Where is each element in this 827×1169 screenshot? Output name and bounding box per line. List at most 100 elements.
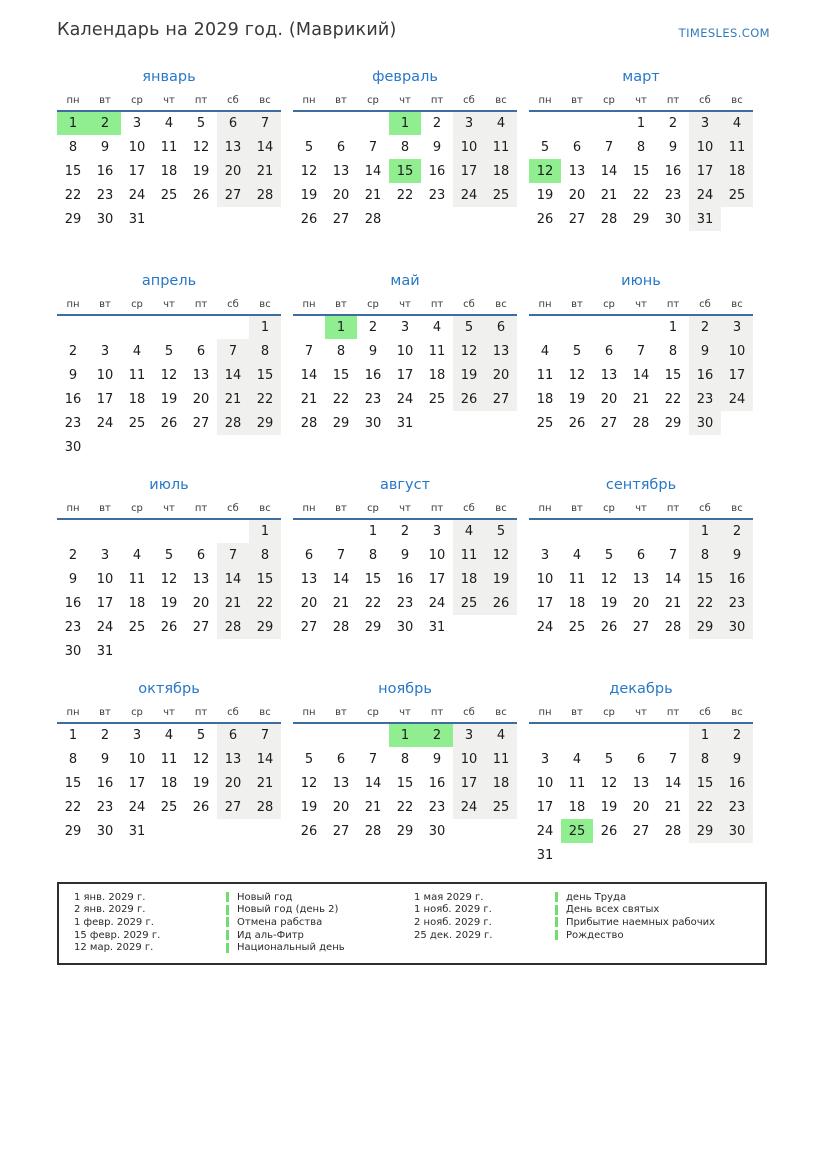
day-cell: 10 xyxy=(536,571,554,587)
legend-holiday-name: Национальный день xyxy=(237,942,345,954)
weekday-header: пн xyxy=(57,294,89,316)
day-cell: 30 xyxy=(364,415,382,431)
day-cell: 14 xyxy=(300,367,318,383)
empty-cell xyxy=(217,315,249,339)
weekday-header-row: пн вт ср чт пт сб вс xyxy=(529,702,753,724)
weekday-header-row: пн вт ср чт пт сб вс xyxy=(57,498,281,520)
day-cell: 18 xyxy=(128,595,146,611)
weekday-header: ср xyxy=(357,498,389,520)
day-cell: 3 xyxy=(432,524,442,539)
day-cell: 11 xyxy=(453,543,485,567)
day-cell: 6 xyxy=(604,343,614,359)
weekday-header: чт xyxy=(153,90,185,112)
day-cell: 12 xyxy=(485,543,517,567)
day-cell: 2 xyxy=(721,723,753,747)
month-block: апрель пн вт ср чт пт сб вс 1 2 3 4 5 6 7 8 9 10 11 12 13 1… xyxy=(57,271,281,459)
empty-cell xyxy=(217,639,249,663)
legend-holiday: Отмена рабства xyxy=(226,917,414,928)
weekday-header: чт xyxy=(389,498,421,520)
day-cell: 6 xyxy=(217,723,249,747)
empty-cell xyxy=(721,207,753,231)
legend-date: 2 нояб. 2029 г. xyxy=(414,916,492,928)
weekday-header: вт xyxy=(89,702,121,724)
week-row: 8 9 10 11 12 13 14 xyxy=(57,135,281,159)
weekday-header: вс xyxy=(249,498,281,520)
day-cell: 27 xyxy=(600,415,618,431)
day-cell: 26 xyxy=(536,211,554,227)
day-cell: 25 xyxy=(485,795,517,819)
site-link[interactable]: TIMESLES.COM xyxy=(678,26,770,40)
empty-cell xyxy=(453,207,485,231)
legend-holiday-name: Отмена рабства xyxy=(237,916,323,928)
holiday-day-cell: 1 xyxy=(325,315,357,339)
month-block: январь пн вт ср чт пт сб вс 1 2 3 4 5 6 7 8 9 10 11 12 13 1… xyxy=(57,67,281,255)
empty-cell xyxy=(153,435,185,459)
day-cell: 4 xyxy=(453,519,485,543)
month-title: июнь xyxy=(621,273,661,289)
day-cell: 26 xyxy=(600,823,618,839)
holiday-marker-icon xyxy=(226,942,229,953)
day-cell: 7 xyxy=(336,547,346,563)
empty-cell xyxy=(357,111,389,135)
day-cell: 11 xyxy=(568,571,586,587)
weekday-header: сб xyxy=(453,90,485,112)
week-row: 9 10 11 12 13 14 15 xyxy=(57,363,281,387)
day-cell: 28 xyxy=(664,823,682,839)
weekday-header: вт xyxy=(325,90,357,112)
day-cell: 9 xyxy=(432,139,442,155)
empty-cell xyxy=(185,435,217,459)
legend-holiday-name: Новый год xyxy=(237,891,293,903)
day-cell: 5 xyxy=(572,343,582,359)
empty-cell xyxy=(325,723,357,747)
month-table: пн вт ср чт пт сб вс 1 2 3 4 5 6 7 8 9 10 11 12 13 14 15 16 17… xyxy=(57,90,281,231)
day-cell: 12 xyxy=(300,775,318,791)
day-cell: 8 xyxy=(368,547,378,563)
day-cell: 21 xyxy=(600,187,618,203)
day-cell: 13 xyxy=(600,367,618,383)
day-cell: 4 xyxy=(572,547,582,563)
day-cell: 13 xyxy=(217,135,249,159)
weekday-header: пт xyxy=(657,90,689,112)
weekday-header: пн xyxy=(57,498,89,520)
day-cell: 11 xyxy=(128,367,146,383)
day-cell: 30 xyxy=(664,211,682,227)
day-cell: 12 xyxy=(600,775,618,791)
day-cell: 10 xyxy=(96,571,114,587)
day-cell: 29 xyxy=(664,415,682,431)
day-cell: 24 xyxy=(128,799,146,815)
weekday-header: сб xyxy=(453,498,485,520)
weekday-header: пт xyxy=(185,294,217,316)
day-cell: 20 xyxy=(192,595,210,611)
empty-cell xyxy=(185,519,217,543)
empty-cell xyxy=(217,819,249,843)
legend-row: 2 нояб. 2029 г. Прибытие наемных рабочих xyxy=(414,916,755,929)
empty-cell xyxy=(561,519,593,543)
weekday-header: пн xyxy=(529,498,561,520)
day-cell: 17 xyxy=(428,571,446,587)
day-cell: 6 xyxy=(196,343,206,359)
weekday-header: сб xyxy=(217,498,249,520)
weekday-header: ср xyxy=(121,90,153,112)
legend-row: 25 дек. 2029 г. Рождество xyxy=(414,929,755,942)
legend-holiday: День всех святых xyxy=(555,904,755,915)
day-cell: 20 xyxy=(300,595,318,611)
weekday-header: пт xyxy=(421,90,453,112)
day-cell: 5 xyxy=(196,116,206,131)
day-cell: 26 xyxy=(160,619,178,635)
day-cell: 29 xyxy=(64,211,82,227)
legend-holiday: Ид аль-Фитр xyxy=(226,930,414,941)
legend-holiday-name: Прибытие наемных рабочих xyxy=(566,916,716,928)
empty-cell xyxy=(453,615,485,639)
day-cell: 5 xyxy=(453,315,485,339)
empty-cell xyxy=(529,315,561,339)
empty-cell xyxy=(153,819,185,843)
day-cell: 2 xyxy=(68,547,78,563)
day-cell: 22 xyxy=(689,795,721,819)
weekday-header-row: пн вт ср чт пт сб вс xyxy=(293,702,517,724)
day-cell: 7 xyxy=(249,111,281,135)
day-cell: 4 xyxy=(164,728,174,743)
day-cell: 24 xyxy=(453,795,485,819)
weekday-header: вт xyxy=(89,90,121,112)
